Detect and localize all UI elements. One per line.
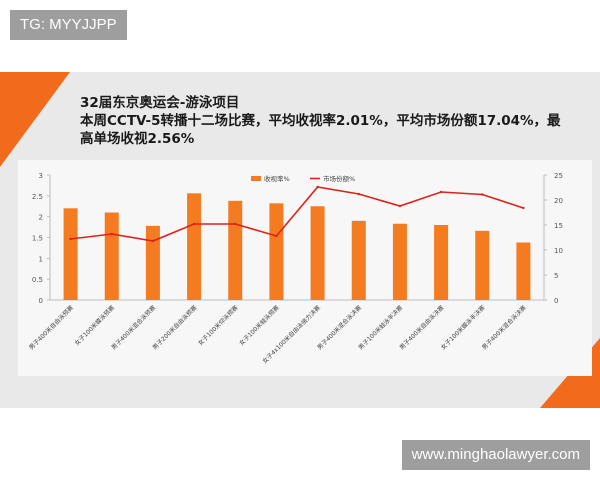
x-tick-label: 男子200米自由泳预赛 xyxy=(151,304,199,352)
x-tick-label: 男子400米混合泳决赛 xyxy=(480,304,528,352)
bar xyxy=(475,230,490,300)
left-tick-label: 1 xyxy=(39,255,43,263)
market-share-line xyxy=(70,186,524,242)
right-tick-label: 5 xyxy=(554,272,558,280)
line-point xyxy=(481,193,484,196)
left-tick-label: 3 xyxy=(39,172,43,180)
left-tick-label: 0 xyxy=(39,297,43,305)
line-point xyxy=(69,237,72,241)
line-point xyxy=(192,222,196,226)
line-point xyxy=(151,239,155,243)
combo-chart: 00.511.522.530510152025男子400米自由泳预赛女子100米… xyxy=(27,172,563,365)
x-tick-label: 女子100米蝶泳半决赛 xyxy=(439,304,487,352)
legend-label-rating: 收视率% xyxy=(264,174,290,183)
right-tick-label: 25 xyxy=(554,172,563,180)
x-tick-label: 女子100米蛙泳预赛 xyxy=(237,304,280,347)
line-point xyxy=(316,185,319,189)
x-tick-label: 男子400米自由泳预赛 xyxy=(27,304,75,352)
line-point xyxy=(398,204,402,208)
line-point xyxy=(234,222,237,226)
line-point xyxy=(357,192,360,196)
headline-line-1: 32届东京奥运会-游泳项目 xyxy=(80,95,240,111)
bar xyxy=(434,225,449,300)
bar xyxy=(228,200,243,300)
legend-swatch-bar xyxy=(251,176,261,181)
x-tick-label: 男子400米混合泳预赛 xyxy=(110,304,158,352)
left-tick-label: 2 xyxy=(39,214,43,222)
bar xyxy=(187,193,202,300)
bar xyxy=(104,212,119,300)
bar xyxy=(63,208,78,300)
x-tick-label: 男子400米混合泳决赛 xyxy=(315,304,363,352)
headline-line-3: 高单场收视2.56% xyxy=(80,131,195,147)
line-point xyxy=(110,232,113,236)
line-point xyxy=(275,234,278,238)
bar xyxy=(145,225,160,300)
bar xyxy=(351,220,366,300)
left-tick-label: 2.5 xyxy=(32,193,43,201)
left-tick-label: 1.5 xyxy=(32,235,43,243)
right-tick-label: 20 xyxy=(554,197,563,205)
top-tag: TG: MYYJJPP xyxy=(10,10,127,40)
line-point xyxy=(439,190,443,194)
chart-panel: 0 0.5 1 1.5 2 2.5 3 0 5 10 15 20 25 男子400米自由泳预赛 女子100米… xyxy=(18,160,592,376)
headline-line-2: 本周CCTV-5转播十二场比赛，平均收视率2.01%，平均市场份额17.04%，… xyxy=(80,113,561,129)
legend-label-share: 市场份额% xyxy=(323,174,355,183)
x-tick-label: 女子100米蝶泳预赛 xyxy=(73,304,116,347)
x-tick-label: 男子100米蛙泳半决赛 xyxy=(357,304,405,352)
chart-headline: 32届东京奥运会-游泳项目 本周CCTV-5转播十二场比赛，平均收视率2.01%… xyxy=(80,94,590,148)
left-tick-label: 0.5 xyxy=(32,276,43,284)
line-point xyxy=(522,206,525,210)
right-tick-label: 0 xyxy=(554,297,558,305)
bar xyxy=(310,206,325,300)
bar xyxy=(516,242,531,300)
right-tick-label: 15 xyxy=(554,222,563,230)
bar xyxy=(269,203,284,300)
bar xyxy=(392,223,407,300)
right-tick-label: 10 xyxy=(554,247,563,255)
x-tick-label: 男子400米自由泳决赛 xyxy=(398,304,446,352)
x-tick-label: 女子100米仰泳预赛 xyxy=(196,304,239,347)
orange-corner-accent-top-left xyxy=(0,72,70,167)
watermark-url: www.minghaolawyer.com xyxy=(401,440,590,470)
